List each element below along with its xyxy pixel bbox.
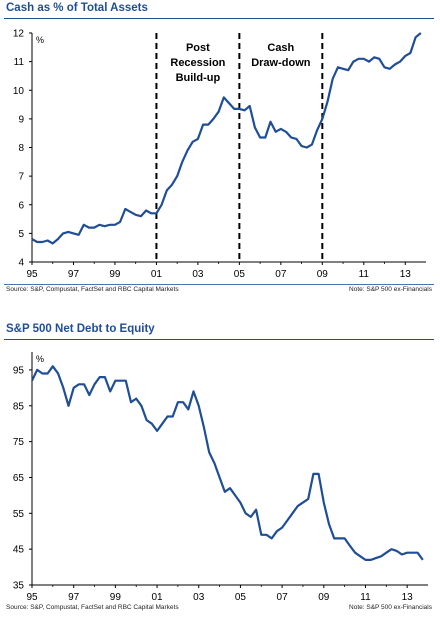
chart-1-x-tick-label: 05 (234, 269, 246, 280)
chart-2-x-tick-label: 09 (318, 592, 330, 603)
chart-1-note: Note: S&P 500 ex-Financials (349, 286, 432, 293)
chart-2-y-tick-label: 75 (13, 437, 25, 448)
chart-1-x-tick-label: 99 (109, 269, 121, 280)
chart-1-plot: 4 5 6 7 8 9 10 11 12% 95 97 99 01 03 05 07 09 11 13 Post Rec… (13, 29, 426, 280)
chart-1-y-tick-label: 12 (13, 29, 25, 40)
chart-2-source: Source: S&P, Compustat, FactSet and RBC … (6, 604, 179, 611)
chart-2-y-tick-label: 35 (13, 581, 25, 592)
chart-2-x-tick-label: 03 (193, 592, 205, 603)
chart-1-y-tick-label: 11 (14, 57, 25, 68)
chart-2-unit-label: % (36, 354, 44, 364)
chart-2-x-tick-label: 99 (110, 592, 122, 603)
chart-2-y-tick-label: 95 (13, 365, 25, 376)
chart-1-source: Source: S&P, Compustat, FactSet and RBC … (6, 286, 179, 293)
chart-2-title: S&P 500 Net Debt to Equity (6, 323, 155, 335)
chart-2-x-tick-label: 95 (26, 592, 38, 603)
chart-1-y-tick-label: 9 (18, 114, 24, 125)
chart-2-series-line (31, 365, 424, 562)
chart-1-x-tick-label: 11 (359, 269, 370, 280)
chart-2-y-tick-label: 55 (13, 509, 25, 520)
chart-2-x-tick-label: 07 (277, 592, 289, 603)
chart-1-title-rule (4, 18, 434, 19)
chart-1-unit-label: % (36, 35, 44, 45)
chart-1-annotation-text: Cash (267, 42, 294, 54)
chart-1-annotation-text: Draw-down (251, 57, 311, 69)
chart-1-y-tick-label: 10 (13, 86, 25, 97)
chart-1-annotation-text: Build-up (176, 72, 221, 84)
chart-1-annotation-text: Recession (170, 57, 225, 69)
chart-1-annotation-text: Post (186, 42, 210, 54)
chart-2-y-tick-label: 85 (13, 401, 25, 412)
chart-2-x-tick-label: 97 (68, 592, 80, 603)
chart-1-y-tick-label: 7 (18, 172, 24, 183)
chart-1-x-tick-label: 09 (317, 269, 329, 280)
chart-2-title-rule (4, 339, 434, 340)
chart-1-x-tick-label: 01 (151, 269, 163, 280)
chart-1-y-tick-label: 6 (18, 200, 24, 211)
chart-1-series-line (31, 32, 422, 245)
chart-2-x-tick-label: 13 (402, 592, 414, 603)
chart-2-y-tick-label: 45 (13, 545, 25, 556)
chart-2-x-tick-label: 01 (151, 592, 163, 603)
chart-1-x-tick-label: 97 (68, 269, 80, 280)
chart-1-x-tick-label: 03 (192, 269, 204, 280)
chart-1-x-tick-label: 07 (275, 269, 287, 280)
chart-1-x-tick-label: 13 (400, 269, 412, 280)
chart-2-y-tick-label: 65 (13, 473, 25, 484)
chart-1-title: Cash as % of Total Assets (6, 2, 148, 14)
chart-1-footer-rule (4, 284, 434, 285)
chart-1-y-tick-label: 5 (18, 229, 24, 240)
chart-2-note: Note: S&P 500 ex-Financials (349, 604, 432, 611)
chart-2-x-tick-label: 05 (235, 592, 247, 603)
chart-1-x-tick-label: 95 (26, 269, 38, 280)
chart-1-y-tick-label: 4 (18, 258, 24, 269)
chart-2-x-tick-label: 11 (360, 592, 371, 603)
chart-1-y-tick-label: 8 (18, 143, 24, 154)
